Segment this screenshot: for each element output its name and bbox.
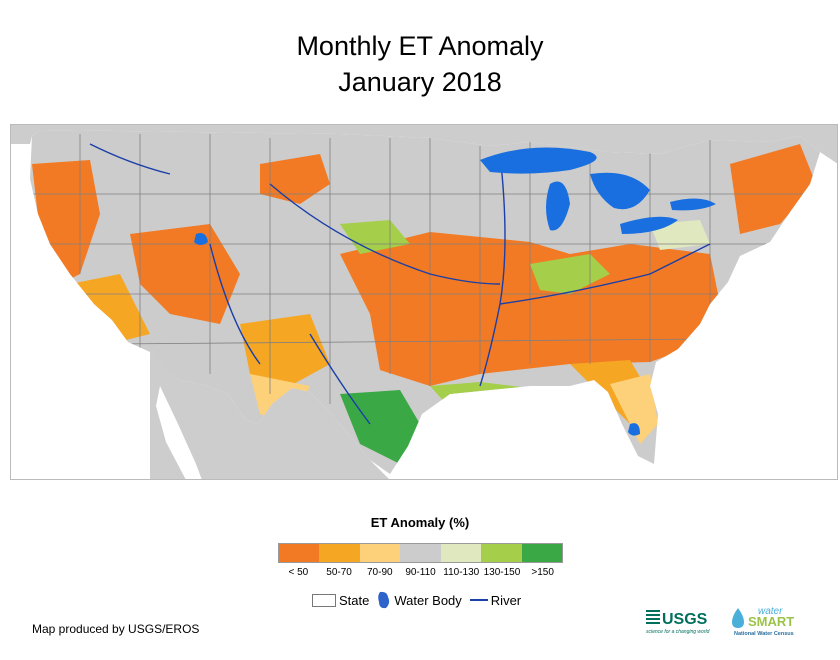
legend-water-body: Water Body <box>377 591 462 609</box>
legend-label: 110-130 <box>443 567 480 578</box>
water-body-icon <box>378 591 390 609</box>
legend-label: 50-70 <box>326 567 352 578</box>
map-credit: Map produced by USGS/EROS <box>32 622 200 636</box>
legend-labels: < 50 50-70 70-90 90-110 110-130 130-150 … <box>278 567 563 578</box>
usgs-logo-text: USGS <box>662 611 708 628</box>
legend-swatch-lt50 <box>279 544 320 562</box>
legend-swatch-130-150 <box>481 544 522 562</box>
legend-swatch-70-90 <box>359 544 401 562</box>
legend-color-bar <box>278 543 563 563</box>
legend-swatch-50-70 <box>319 544 360 562</box>
legend-label: < 50 <box>288 567 309 578</box>
legend-river: River <box>469 592 522 608</box>
legend-label: 70-90 <box>367 567 393 578</box>
legend-state: State <box>312 593 369 608</box>
legend-swatch-90-110 <box>400 544 441 562</box>
map-title-line1: Monthly ET Anomaly <box>296 31 544 61</box>
state-label: State <box>339 592 370 608</box>
state-outline-icon <box>312 593 336 607</box>
usgs-logo: USGS science for a changing world <box>646 610 710 635</box>
river-label: River <box>490 592 522 608</box>
legend-label: 130-150 <box>483 567 521 578</box>
river-line-icon <box>469 599 488 601</box>
watersmart-sub: National Water Census <box>734 631 794 637</box>
watersmart-main: SMART <box>748 614 794 629</box>
watersmart-top: water <box>758 606 783 617</box>
symbol-legend: State Water Body River <box>312 591 529 609</box>
et-anomaly-map <box>10 124 838 480</box>
legend-label: 90-110 <box>405 567 436 578</box>
legend-title: ET Anomaly (%) <box>370 515 470 530</box>
watersmart-logo: water SMART National Water Census <box>732 606 794 637</box>
legend-swatch-gt150 <box>521 544 562 562</box>
usgs-tagline: science for a changing world <box>646 629 710 635</box>
map-title-line2: January 2018 <box>338 67 502 97</box>
legend-swatch-110-130 <box>440 544 482 562</box>
water-body-label: Water Body <box>394 592 462 608</box>
legend-label: >150 <box>531 567 554 578</box>
